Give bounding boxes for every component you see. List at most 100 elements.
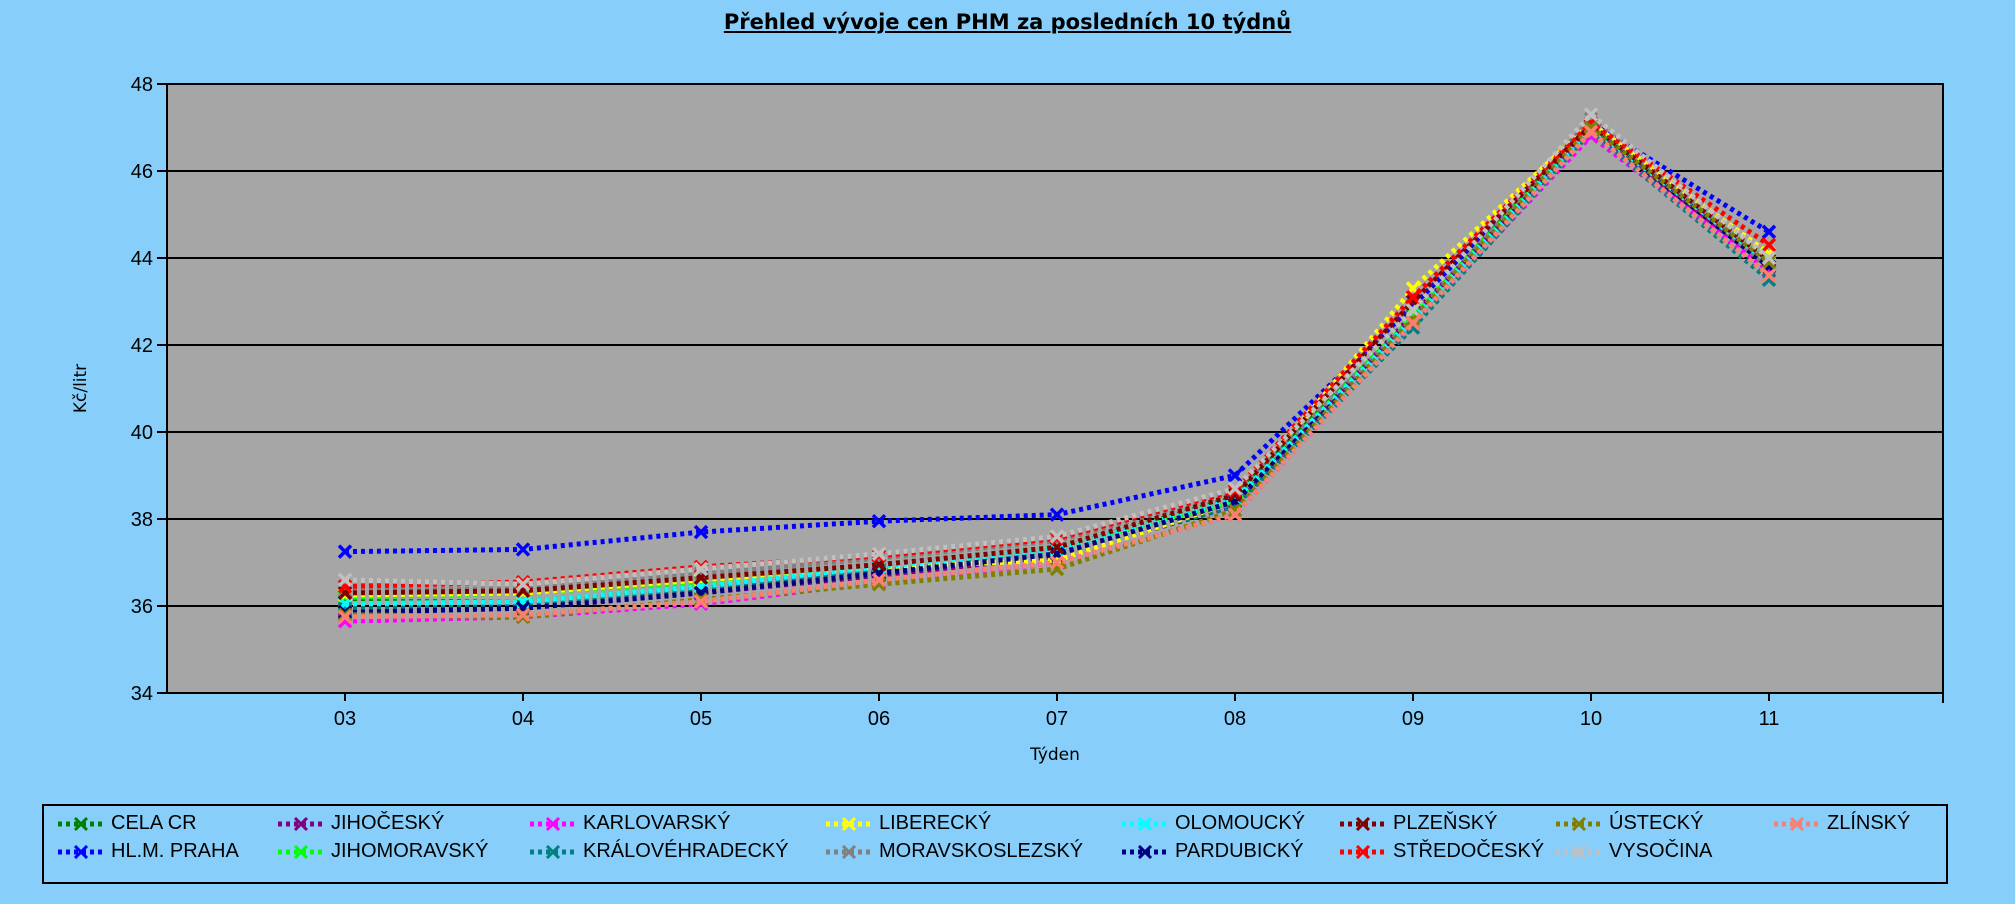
legend-swatch <box>58 816 104 831</box>
data-point <box>1227 503 1243 518</box>
legend-swatch <box>1340 816 1386 831</box>
data-point <box>1227 481 1243 496</box>
x-tick-label: 09 <box>1402 708 1424 730</box>
gridlines <box>157 83 1943 694</box>
legend-label: PLZEŇSKÝ <box>1393 812 1498 834</box>
data-point <box>693 594 709 609</box>
data-point <box>1049 507 1065 522</box>
legend-label: KARLOVARSKÝ <box>583 812 731 834</box>
y-tick-label: 46 <box>131 161 153 183</box>
legend-label: JIHOMORAVSKÝ <box>331 840 489 862</box>
x-tick-label: 04 <box>512 708 534 730</box>
legend-label: MORAVSKOSLEZSKÝ <box>879 840 1084 862</box>
x-tick-label: 10 <box>1580 708 1602 730</box>
legend-label: OLOMOUCKÝ <box>1175 812 1306 834</box>
data-point <box>871 546 887 562</box>
legend-item: ÚSTECKÝ <box>1554 812 1703 835</box>
legend-item: HL.M. PRAHA <box>56 840 239 863</box>
legend-swatch <box>1122 816 1168 831</box>
x-tick-label: 08 <box>1224 708 1246 730</box>
legend-item: PLZEŇSKÝ <box>1338 812 1497 835</box>
y-tick-label: 44 <box>131 248 153 270</box>
legend-item: CELA CR <box>56 812 197 835</box>
legend-item: PARDUBICKÝ <box>1120 840 1304 863</box>
legend-swatch <box>1556 816 1602 831</box>
legend-item: JIHOMORAVSKÝ <box>276 840 488 863</box>
y-tick-label: 38 <box>131 509 153 531</box>
data-point <box>1405 302 1421 318</box>
legend-swatch <box>1774 816 1820 831</box>
data-point <box>1761 272 1777 287</box>
y-tick-label: 48 <box>131 74 153 96</box>
axis-labels: 34 36 38 40 42 44 46 48 03 04 05 06 07 08 09 10 11 Týden K… <box>71 74 1779 765</box>
data-point <box>1583 107 1599 122</box>
data-point <box>1761 237 1777 253</box>
legend-label: ZLÍNSKÝ <box>1827 812 1911 834</box>
legend-swatch <box>1340 844 1386 859</box>
legend-item: MORAVSKOSLEZSKÝ <box>824 840 1083 863</box>
x-tick-label: 05 <box>690 708 712 730</box>
legend-swatch <box>826 844 872 859</box>
x-axis-title: Týden <box>1029 745 1080 765</box>
legend-swatch <box>530 844 576 859</box>
data-point <box>515 577 531 592</box>
series-13 <box>337 107 1777 592</box>
legend-item: LIBERECKÝ <box>824 812 991 835</box>
data-point <box>1049 529 1065 544</box>
legend-swatch <box>1556 844 1602 859</box>
legend-label: PARDUBICKÝ <box>1175 840 1304 862</box>
series-14 <box>337 124 1777 625</box>
legend-item: KARLOVARSKÝ <box>528 812 730 835</box>
legend-label: ÚSTECKÝ <box>1609 812 1704 834</box>
legend-item: STŘEDOČESKÝ <box>1338 840 1544 863</box>
x-tick-label: 11 <box>1759 708 1780 730</box>
data-point <box>1761 268 1777 283</box>
legend-swatch <box>278 844 324 859</box>
legend-swatch <box>278 816 324 831</box>
legend-item: VYSOČINA <box>1554 840 1712 863</box>
data-point <box>1227 507 1243 522</box>
legend-item: OLOMOUCKÝ <box>1120 812 1305 835</box>
y-tick-label: 42 <box>131 335 153 357</box>
axes <box>166 84 1944 703</box>
data-point <box>337 572 353 588</box>
data-point <box>871 572 887 588</box>
legend-swatch <box>1122 844 1168 859</box>
plot-area <box>166 83 1944 694</box>
data-point <box>1761 250 1777 266</box>
data-point <box>1761 255 1777 270</box>
legend-label: STŘEDOČESKÝ <box>1393 840 1545 862</box>
legend-label: LIBERECKÝ <box>879 812 992 834</box>
data-point <box>1583 124 1599 140</box>
y-tick-label: 36 <box>131 596 153 618</box>
data-point <box>337 609 353 625</box>
legend-label: VYSOČINA <box>1609 840 1713 862</box>
data-point <box>693 524 709 540</box>
data-point <box>1761 224 1777 240</box>
y-tick-label: 40 <box>131 422 153 444</box>
data-point <box>1405 316 1421 331</box>
legend-swatch <box>530 816 576 831</box>
y-tick-label: 34 <box>131 683 153 705</box>
y-axis-title: Kč/litr <box>71 364 91 413</box>
legend-item: ZLÍNSKÝ <box>1772 812 1910 835</box>
data-point <box>1405 289 1421 305</box>
x-tick-label: 06 <box>868 708 890 730</box>
legend-item: KRÁLOVÉHRADECKÝ <box>528 840 789 863</box>
legend-swatch <box>58 844 104 859</box>
data-point <box>1583 120 1599 135</box>
legend-label: HL.M. PRAHA <box>111 840 239 862</box>
legend-item: JIHOČESKÝ <box>276 812 444 835</box>
series-layer <box>337 107 1777 629</box>
x-tick-label: 03 <box>334 708 356 730</box>
legend-swatch <box>826 816 872 831</box>
data-point <box>337 544 353 559</box>
data-point <box>515 542 531 557</box>
legend-label: JIHOČESKÝ <box>331 812 445 834</box>
legend-label: CELA CR <box>111 812 197 834</box>
data-point <box>871 513 887 529</box>
x-tick-label: 07 <box>1046 708 1068 730</box>
data-point <box>1049 555 1065 570</box>
data-point <box>515 607 531 622</box>
